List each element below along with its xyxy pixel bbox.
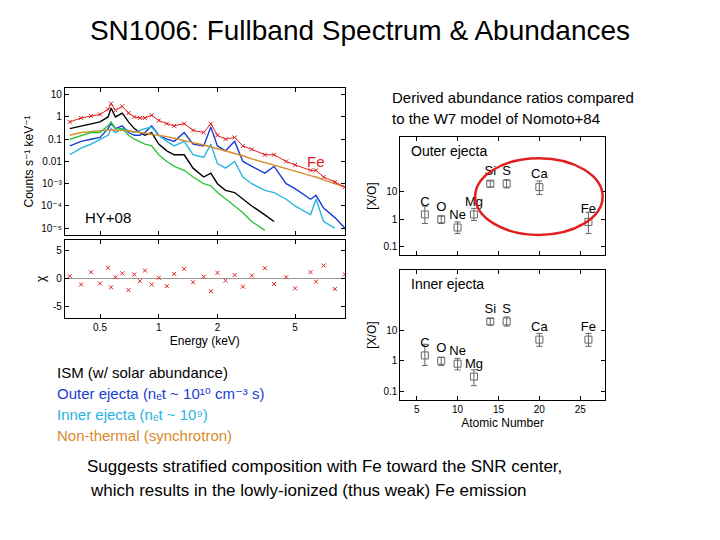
svg-text:Si: Si	[485, 301, 497, 316]
svg-text:Fe: Fe	[307, 153, 325, 170]
svg-text:Ca: Ca	[531, 319, 548, 334]
svg-text:5: 5	[414, 404, 420, 415]
svg-text:Suggests stratified compositio: Suggests stratified composition with Fe …	[87, 457, 562, 476]
svg-text:Ca: Ca	[531, 166, 548, 181]
svg-text:which results in the lowly-ion: which results in the lowly-ionized (thus…	[90, 481, 527, 500]
svg-text:[X/O]: [X/O]	[365, 321, 379, 348]
svg-text:0.1: 0.1	[48, 134, 62, 145]
svg-text:C: C	[420, 335, 429, 350]
svg-text:Mg: Mg	[465, 194, 483, 209]
svg-text:HY+08: HY+08	[85, 209, 131, 226]
svg-text:Outer ejecta (nₑt ~ 10¹⁰ cm⁻³: Outer ejecta (nₑt ~ 10¹⁰ cm⁻³ s)	[57, 385, 264, 402]
svg-text:Inner ejecta (nₑt ~ 10⁹): Inner ejecta (nₑt ~ 10⁹)	[57, 406, 208, 423]
svg-text:-5: -5	[53, 301, 62, 312]
svg-text:O: O	[436, 199, 446, 214]
svg-text:10⁻⁵: 10⁻⁵	[41, 223, 62, 234]
svg-text:0.01: 0.01	[42, 156, 62, 167]
svg-text:SN1006: Fullband Spectrum & Ab: SN1006: Fullband Spectrum & Abundances	[90, 15, 630, 46]
svg-text:Counts s⁻¹ keV⁻¹: Counts s⁻¹ keV⁻¹	[22, 115, 36, 207]
svg-text:Si: Si	[485, 163, 497, 178]
svg-text:10⁻⁴: 10⁻⁴	[41, 200, 62, 211]
svg-text:10⁻³: 10⁻³	[42, 178, 62, 189]
svg-text:15: 15	[493, 404, 505, 415]
svg-text:Non-thermal (synchrotron): Non-thermal (synchrotron)	[57, 427, 232, 444]
svg-text:[X/O]: [X/O]	[365, 182, 379, 209]
svg-text:1: 1	[156, 322, 162, 333]
svg-text:0.5: 0.5	[93, 322, 107, 333]
svg-text:10: 10	[51, 89, 63, 100]
svg-text:O: O	[436, 340, 446, 355]
svg-text:Fe: Fe	[581, 319, 596, 334]
svg-text:Fe: Fe	[581, 201, 596, 216]
svg-text:1: 1	[56, 111, 62, 122]
svg-text:20: 20	[534, 404, 546, 415]
svg-text:C: C	[420, 194, 429, 209]
svg-text:ISM (w/ solar abundance): ISM (w/ solar abundance)	[57, 364, 228, 381]
svg-text:10: 10	[452, 404, 464, 415]
svg-text:1: 1	[392, 355, 398, 366]
svg-text:χ: χ	[34, 275, 48, 282]
svg-text:10: 10	[386, 325, 398, 336]
svg-text:S: S	[502, 163, 511, 178]
svg-text:0: 0	[56, 273, 62, 284]
svg-text:Ne: Ne	[449, 343, 466, 358]
svg-text:5: 5	[292, 322, 298, 333]
svg-text:1: 1	[392, 214, 398, 225]
svg-text:Ne: Ne	[449, 207, 466, 222]
svg-text:2: 2	[215, 322, 221, 333]
svg-text:25: 25	[575, 404, 587, 415]
svg-text:0.1: 0.1	[383, 386, 397, 397]
svg-text:Energy (keV): Energy (keV)	[170, 334, 240, 348]
svg-text:Derived abundance ratios compa: Derived abundance ratios compared	[392, 89, 634, 106]
svg-text:Mg: Mg	[465, 356, 483, 371]
svg-text:S: S	[502, 301, 511, 316]
svg-text:Atomic Number: Atomic Number	[461, 416, 544, 430]
svg-text:Inner ejecta: Inner ejecta	[411, 276, 484, 292]
svg-text:10: 10	[386, 186, 398, 197]
svg-text:0.1: 0.1	[383, 241, 397, 252]
svg-text:Outer ejecta: Outer ejecta	[411, 143, 487, 159]
svg-text:5: 5	[56, 245, 62, 256]
svg-text:to the W7 model of Nomoto+84: to the W7 model of Nomoto+84	[392, 110, 600, 127]
